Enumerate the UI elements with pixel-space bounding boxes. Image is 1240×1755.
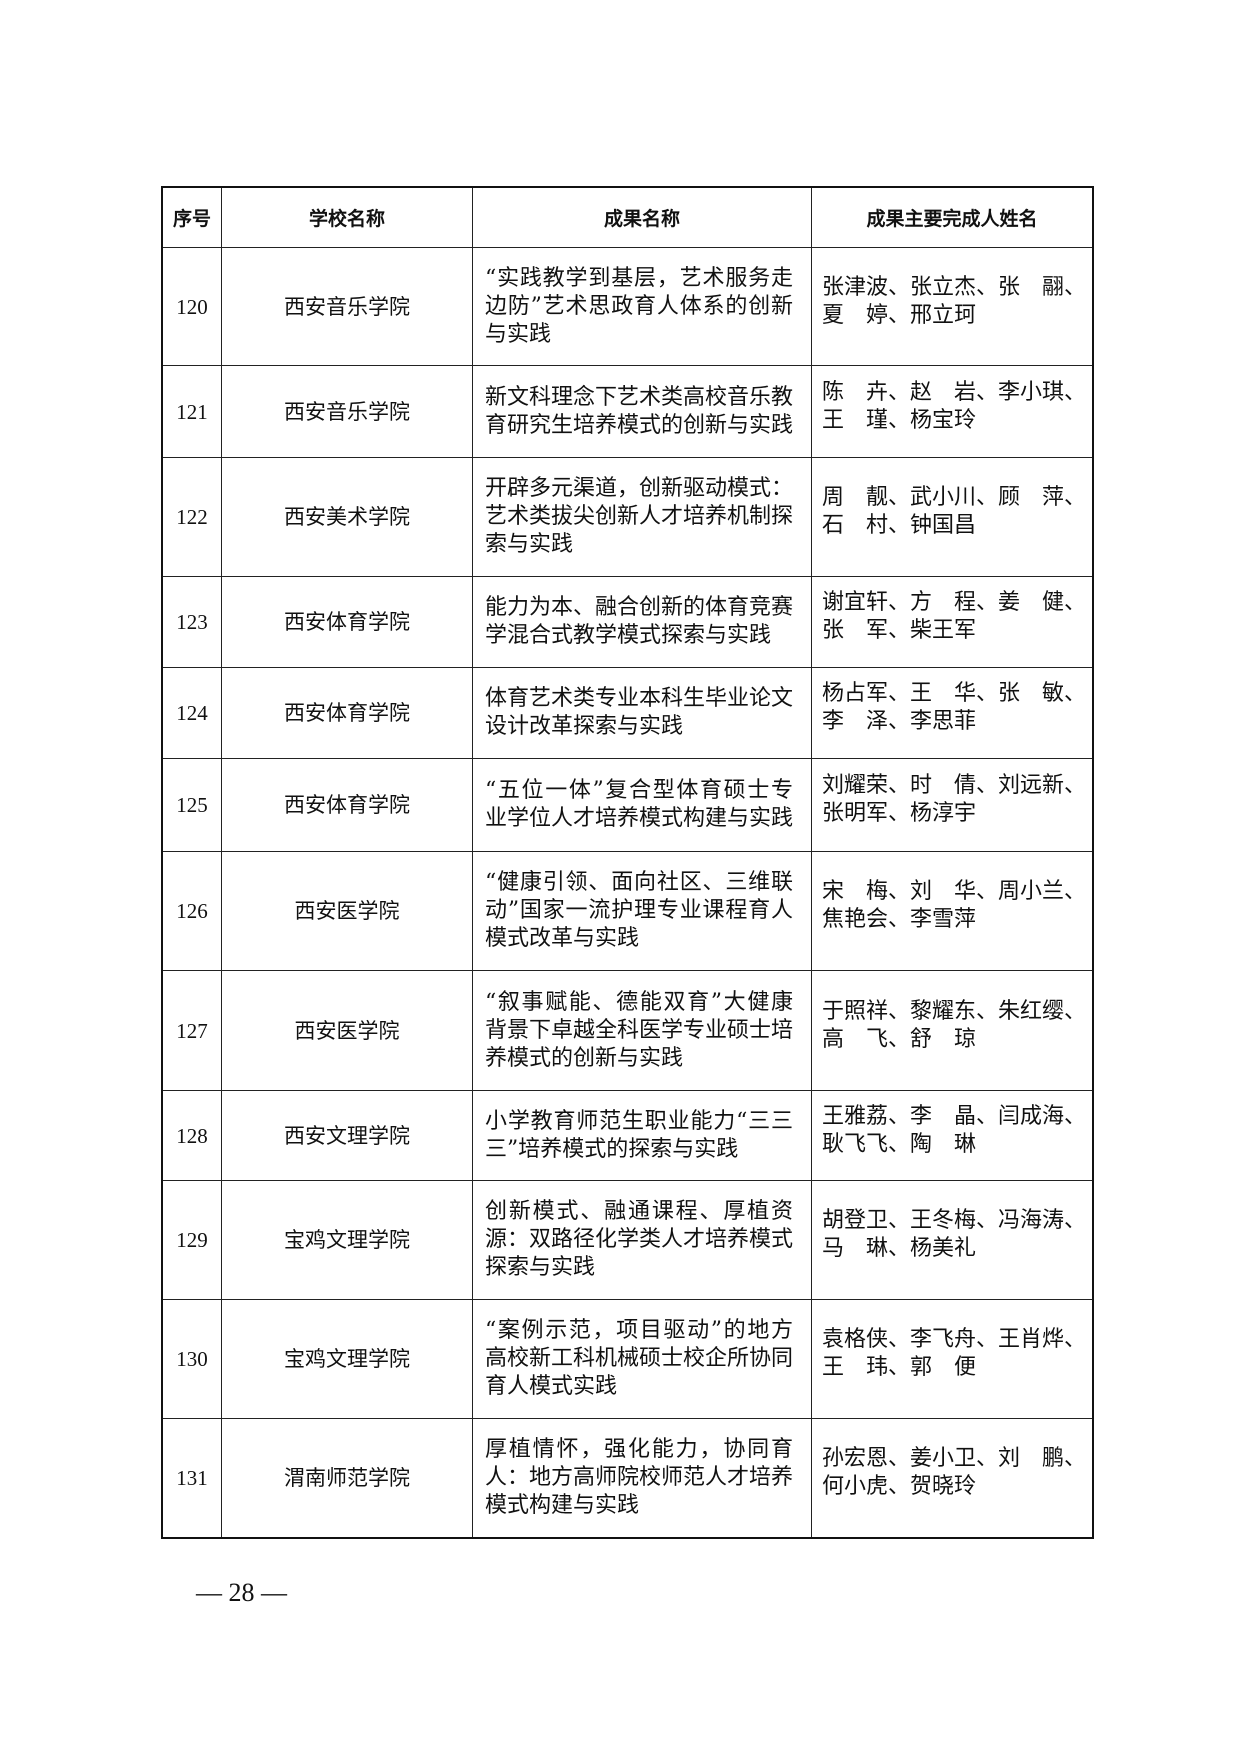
row-school: 渭南师范学院	[221, 1418, 473, 1538]
row-title: “五位一体”复合型体育硕士专业学位人才培养模式构建与实践	[485, 778, 794, 831]
header-no: 序号	[161, 186, 222, 248]
row-school: 西安音乐学院	[221, 247, 473, 366]
row-no: 131	[161, 1418, 222, 1538]
table-row: 120 西安音乐学院 “实践教学到基层，艺术服务走边防”艺术思政育人体系的创新与…	[161, 247, 1094, 366]
row-school: 宝鸡文理学院	[221, 1180, 473, 1300]
page-number: — 28 —	[196, 1578, 287, 1607]
row-people-cell: 张津波、张立杰、张 翮、夏 婷、邢立珂	[811, 247, 1094, 366]
row-title: “健康引领、面向社区、三维联动”国家一流护理专业课程育人模式改革与实践	[485, 870, 793, 951]
table-row: 130 宝鸡文理学院 “案例示范，项目驱动”的地方高校新工科机械硕士校企所协同育…	[161, 1299, 1094, 1419]
row-title: “实践教学到基层，艺术服务走边防”艺术思政育人体系的创新与实践	[485, 265, 793, 347]
row-people-cell: 胡登卫、王冬梅、冯海涛、马 琳、杨美礼	[811, 1180, 1094, 1300]
row-people-cell: 于照祥、黎耀东、朱红缨、高 飞、舒 琼	[811, 970, 1094, 1091]
table-header-row: 序号 学校名称 成果名称 成果主要完成人姓名	[161, 186, 1094, 248]
table-row: 122 西安美术学院 开辟多元渠道，创新驱动模式：艺术类拔尖创新人才培养机制探索…	[161, 457, 1094, 577]
row-no: 129	[161, 1180, 222, 1300]
row-title-cell: 厚植情怀，强化能力，协同育人：地方高师院校师范人才培养模式构建与实践	[472, 1418, 812, 1538]
row-title: 创新模式、融通课程、厚植资源：双路径化学类人才培养模式探索与实践	[485, 1199, 794, 1280]
row-no: 130	[161, 1299, 222, 1419]
row-people-cell: 宋 梅、刘 华、周小兰、焦艳会、李雪萍	[811, 851, 1094, 971]
row-people-cell: 孙宏恩、姜小卫、刘 鹏、何小虎、贺晓玲	[811, 1418, 1094, 1538]
row-no: 125	[161, 758, 222, 852]
awards-table: 序号 学校名称 成果名称 成果主要完成人姓名 120 西安音乐学院 “实践教学到…	[161, 186, 1094, 1539]
row-title-cell: 创新模式、融通课程、厚植资源：双路径化学类人才培养模式探索与实践	[472, 1180, 812, 1300]
row-title: 新文科理念下艺术类高校音乐教育研究生培养模式的创新与实践	[485, 384, 794, 438]
row-people: 张津波、张立杰、张 翮、夏 婷、邢立珂	[822, 274, 1087, 328]
row-no: 122	[161, 457, 222, 577]
row-title: 能力为本、融合创新的体育竞赛学混合式教学模式探索与实践	[485, 595, 794, 648]
table-row: 127 西安医学院 “叙事赋能、德能双育”大健康背景下卓越全科医学专业硕士培养模…	[161, 970, 1094, 1091]
row-school: 西安体育学院	[221, 576, 473, 668]
row-people: 王雅荔、李 晶、闫成海、耿飞飞、陶 琳	[822, 1103, 1087, 1157]
row-title-cell: “实践教学到基层，艺术服务走边防”艺术思政育人体系的创新与实践	[472, 247, 812, 366]
row-title: 开辟多元渠道，创新驱动模式：艺术类拔尖创新人才培养机制探索与实践	[485, 476, 794, 557]
row-title-cell: 能力为本、融合创新的体育竞赛学混合式教学模式探索与实践	[472, 576, 812, 668]
row-school: 西安体育学院	[221, 667, 473, 759]
table-row: 124 西安体育学院 体育艺术类专业本科生毕业论文设计改革探索与实践 杨占军、王…	[161, 667, 1094, 759]
row-title-cell: “五位一体”复合型体育硕士专业学位人才培养模式构建与实践	[472, 758, 812, 852]
row-people-cell: 王雅荔、李 晶、闫成海、耿飞飞、陶 琳	[811, 1090, 1094, 1181]
table-row: 125 西安体育学院 “五位一体”复合型体育硕士专业学位人才培养模式构建与实践 …	[161, 758, 1094, 852]
header-title: 成果名称	[472, 186, 812, 248]
row-title: “叙事赋能、德能双育”大健康背景下卓越全科医学专业硕士培养模式的创新与实践	[485, 989, 794, 1071]
row-title-cell: 新文科理念下艺术类高校音乐教育研究生培养模式的创新与实践	[472, 365, 812, 458]
row-no: 120	[161, 247, 222, 366]
row-school: 西安医学院	[221, 851, 473, 971]
row-people: 谢宜轩、方 程、姜 健、张 军、柴王军	[822, 590, 1087, 643]
row-school: 西安体育学院	[221, 758, 473, 852]
row-people-cell: 陈 卉、赵 岩、李小琪、王 瑾、杨宝玲	[811, 365, 1094, 458]
row-title: 小学教育师范生职业能力“三三三”培养模式的探索与实践	[485, 1108, 793, 1162]
row-people: 杨占军、王 华、张 敏、李 泽、李思菲	[822, 681, 1087, 734]
row-no: 123	[161, 576, 222, 668]
row-people: 孙宏恩、姜小卫、刘 鹏、何小虎、贺晓玲	[822, 1445, 1087, 1499]
row-no: 126	[161, 851, 222, 971]
header-people: 成果主要完成人姓名	[811, 186, 1094, 248]
row-school: 西安文理学院	[221, 1090, 473, 1181]
row-people-cell: 袁格侠、李飞舟、王肖烨、王 玮、郭 便	[811, 1299, 1094, 1419]
table-row: 129 宝鸡文理学院 创新模式、融通课程、厚植资源：双路径化学类人才培养模式探索…	[161, 1180, 1094, 1300]
table-row: 123 西安体育学院 能力为本、融合创新的体育竞赛学混合式教学模式探索与实践 谢…	[161, 576, 1094, 668]
row-title-cell: 小学教育师范生职业能力“三三三”培养模式的探索与实践	[472, 1090, 812, 1181]
table-row: 128 西安文理学院 小学教育师范生职业能力“三三三”培养模式的探索与实践 王雅…	[161, 1090, 1094, 1181]
row-title-cell: “叙事赋能、德能双育”大健康背景下卓越全科医学专业硕士培养模式的创新与实践	[472, 970, 812, 1091]
table-row: 131 渭南师范学院 厚植情怀，强化能力，协同育人：地方高师院校师范人才培养模式…	[161, 1418, 1094, 1538]
row-title-cell: “健康引领、面向社区、三维联动”国家一流护理专业课程育人模式改革与实践	[472, 851, 812, 971]
row-people: 周 靓、武小川、顾 萍、石 村、钟国昌	[822, 485, 1087, 538]
row-no: 128	[161, 1090, 222, 1181]
row-title-cell: 开辟多元渠道，创新驱动模式：艺术类拔尖创新人才培养机制探索与实践	[472, 457, 812, 577]
row-people: 于照祥、黎耀东、朱红缨、高 飞、舒 琼	[822, 998, 1087, 1052]
row-no: 121	[161, 365, 222, 458]
table-row: 126 西安医学院 “健康引领、面向社区、三维联动”国家一流护理专业课程育人模式…	[161, 851, 1094, 971]
row-people: 刘耀荣、时 倩、刘远新、张明军、杨淳宇	[822, 773, 1087, 826]
row-people: 袁格侠、李飞舟、王肖烨、王 玮、郭 便	[822, 1327, 1087, 1380]
row-people: 胡登卫、王冬梅、冯海涛、马 琳、杨美礼	[822, 1208, 1087, 1261]
row-title: 体育艺术类专业本科生毕业论文设计改革探索与实践	[485, 686, 794, 739]
table-row: 121 西安音乐学院 新文科理念下艺术类高校音乐教育研究生培养模式的创新与实践 …	[161, 365, 1094, 458]
header-school: 学校名称	[221, 186, 473, 248]
row-no: 124	[161, 667, 222, 759]
row-school: 西安美术学院	[221, 457, 473, 577]
row-people-cell: 杨占军、王 华、张 敏、李 泽、李思菲	[811, 667, 1094, 759]
row-people: 陈 卉、赵 岩、李小琪、王 瑾、杨宝玲	[822, 379, 1087, 433]
row-school: 西安医学院	[221, 970, 473, 1091]
row-people-cell: 刘耀荣、时 倩、刘远新、张明军、杨淳宇	[811, 758, 1094, 852]
row-school: 西安音乐学院	[221, 365, 473, 458]
row-school: 宝鸡文理学院	[221, 1299, 473, 1419]
row-people: 宋 梅、刘 华、周小兰、焦艳会、李雪萍	[822, 879, 1087, 932]
row-title: 厚植情怀，强化能力，协同育人：地方高师院校师范人才培养模式构建与实践	[485, 1436, 794, 1518]
row-people-cell: 谢宜轩、方 程、姜 健、张 军、柴王军	[811, 576, 1094, 668]
row-title-cell: “案例示范，项目驱动”的地方高校新工科机械硕士校企所协同育人模式实践	[472, 1299, 812, 1419]
row-title: “案例示范，项目驱动”的地方高校新工科机械硕士校企所协同育人模式实践	[485, 1318, 794, 1399]
row-no: 127	[161, 970, 222, 1091]
row-title-cell: 体育艺术类专业本科生毕业论文设计改革探索与实践	[472, 667, 812, 759]
row-people-cell: 周 靓、武小川、顾 萍、石 村、钟国昌	[811, 457, 1094, 577]
